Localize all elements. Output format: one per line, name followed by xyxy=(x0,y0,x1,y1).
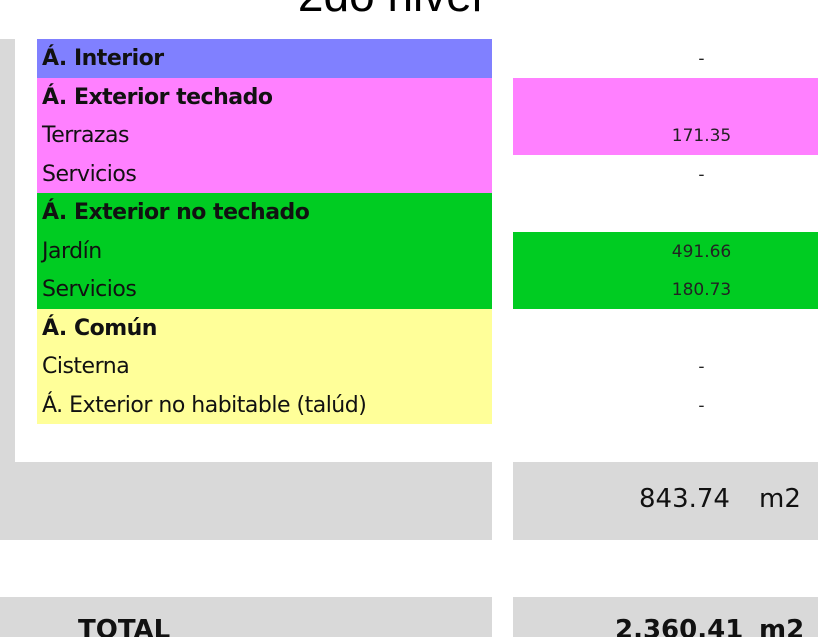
row-label-servicios-no-techado: Servicios xyxy=(37,270,492,309)
value-cisterna: - xyxy=(698,357,705,377)
left-border-panel xyxy=(0,39,15,462)
value-servicios-techado: - xyxy=(698,164,705,185)
value-talud: - xyxy=(698,395,705,416)
subtotal-value: 843.74 xyxy=(639,484,730,514)
row-label-terrazas: Terrazas xyxy=(37,116,492,155)
subtotal-label-cell xyxy=(0,462,492,540)
row-label-servicios-techado: Servicios xyxy=(37,154,492,193)
row-label-talud: Á. Exterior no habitable (talúd) xyxy=(37,385,492,424)
total-value-cell: 2,360.41 m2 xyxy=(513,597,818,637)
total-value: 2,360.41 xyxy=(615,615,744,637)
row-label-exterior-techado: Á. Exterior techado xyxy=(37,77,492,116)
value-interior: - xyxy=(698,49,705,69)
row-label-exterior-no-techado: Á. Exterior no techado xyxy=(37,193,492,232)
total-label-cell: TOTAL xyxy=(0,597,492,637)
value-exterior-techado xyxy=(513,77,818,116)
total-label: TOTAL xyxy=(78,615,171,637)
value-exterior-no-techado xyxy=(513,193,818,232)
value-servicios-no-techado: 180.73 xyxy=(513,270,818,309)
row-label-comun: Á. Común xyxy=(37,308,492,347)
row-label-jardin: Jardín xyxy=(37,231,492,270)
row-label-interior: Á. Interior xyxy=(37,39,492,78)
subtotal-value-cell: 843.74 m2 xyxy=(513,462,818,540)
value-terrazas: 171.35 xyxy=(513,116,818,155)
subtotal-unit: m2 xyxy=(759,484,801,514)
page-title: 2do nivel xyxy=(0,0,780,22)
value-comun xyxy=(513,309,818,348)
total-unit: m2 xyxy=(759,615,805,637)
row-label-cisterna: Cisterna xyxy=(37,347,492,386)
value-jardin: 491.66 xyxy=(513,231,818,270)
